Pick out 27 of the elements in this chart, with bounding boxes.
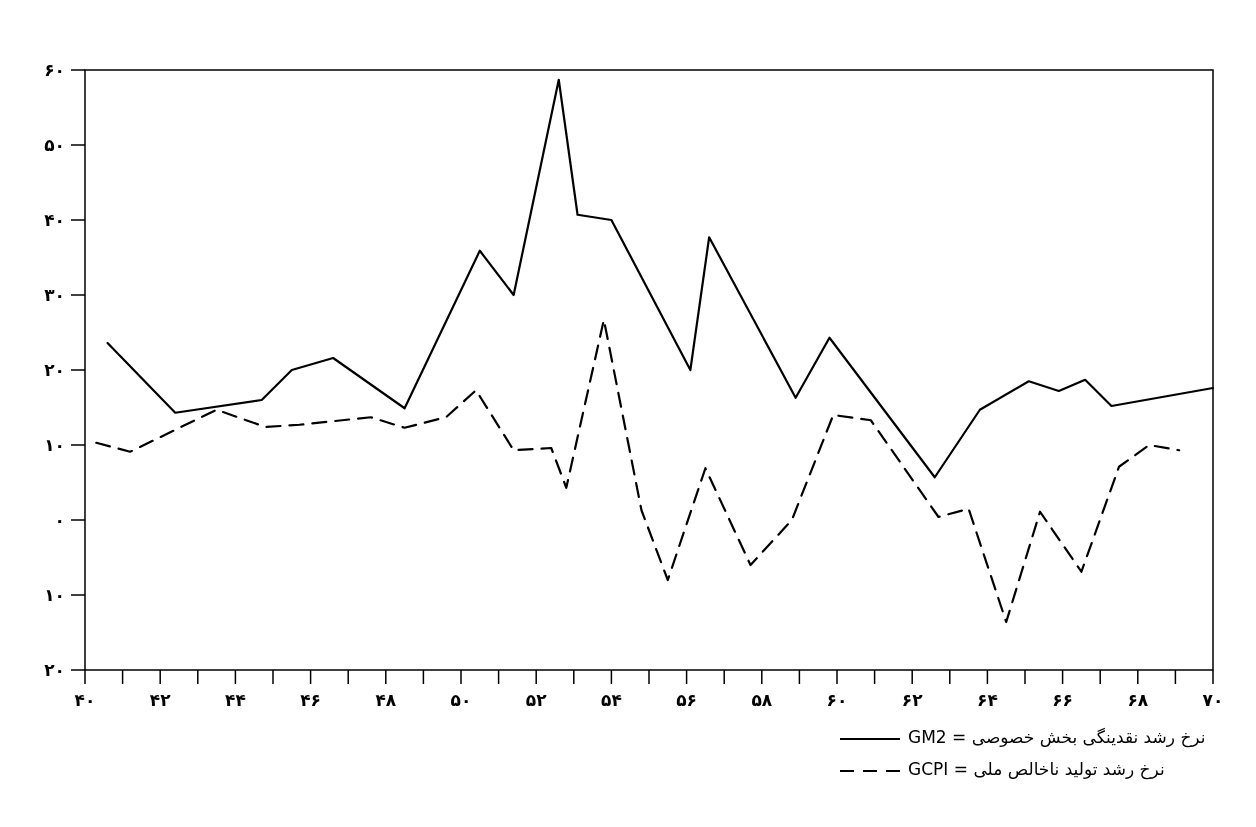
y-tick-label: ۳۰ — [44, 284, 65, 305]
x-tick-label: ۴۲ — [149, 690, 172, 710]
x-tick-label: ۶۲ — [901, 690, 924, 710]
y-tick-label: ۵۰ — [44, 134, 65, 155]
x-tick-label: ۴۰ — [74, 690, 96, 710]
legend-label: GM2 = نرخ رشد نقدینگی بخش خصوصی — [908, 726, 1206, 748]
x-tick-label: ۵۴ — [601, 690, 622, 710]
x-tick-label: ۶۴ — [977, 690, 998, 710]
y-tick-label: ۴۰ — [44, 209, 65, 230]
x-tick-label: ۷۰ — [1202, 690, 1224, 710]
y-tick-label: ۱۰ — [44, 584, 65, 605]
legend-label: GCPI = نرخ رشد تولید ناخالص ملی — [908, 758, 1165, 780]
x-tick-label: ۴۸ — [375, 690, 397, 710]
y-tick-label: ۰ — [54, 509, 65, 530]
y-tick-label: ۲۰ — [44, 359, 65, 380]
x-tick-label: ۵۸ — [751, 690, 773, 710]
x-tick-label: ۴۶ — [300, 690, 321, 710]
x-tick-label: ۴۴ — [225, 690, 246, 710]
x-tick-label: ۵۲ — [525, 690, 548, 710]
x-tick-label: ۶۰ — [826, 690, 848, 710]
y-tick-label: ۶۰ — [44, 59, 65, 80]
y-tick-label: ۲۰ — [44, 659, 65, 680]
x-tick-label: ۶۸ — [1127, 690, 1149, 710]
x-tick-label: ۵۰ — [450, 690, 472, 710]
x-tick-label: ۵۶ — [676, 690, 697, 710]
x-tick-label: ۶۶ — [1052, 690, 1073, 710]
y-tick-label: ۱۰ — [44, 434, 65, 455]
